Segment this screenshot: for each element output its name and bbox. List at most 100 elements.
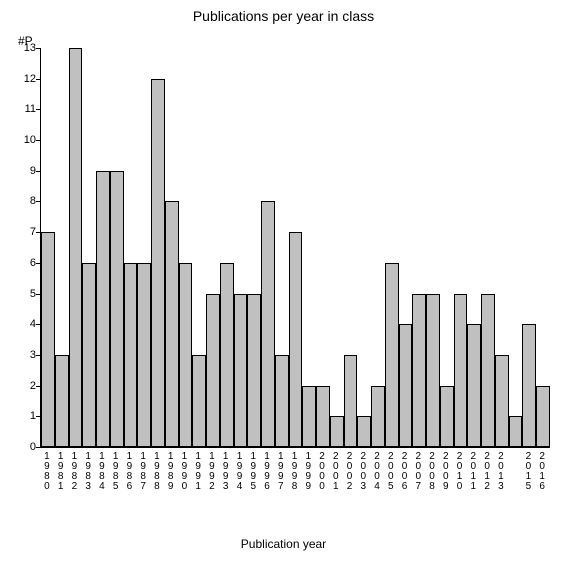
x-tick-label: 2007 — [413, 452, 423, 492]
x-tick-label: 1998 — [290, 452, 300, 492]
x-tick-label: 2002 — [345, 452, 355, 492]
y-tick-label: 4 — [0, 318, 36, 330]
bar — [179, 263, 193, 447]
bar — [357, 416, 371, 447]
y-tick-label: 12 — [0, 73, 36, 85]
x-tick-label: 1991 — [193, 452, 203, 492]
x-tick-label: 1999 — [303, 452, 313, 492]
x-tick-label: 1993 — [221, 452, 231, 492]
y-tick-mark — [36, 109, 40, 110]
y-tick-mark — [36, 355, 40, 356]
x-tick-label: 1997 — [276, 452, 286, 492]
bar — [467, 324, 481, 447]
y-tick-label: 8 — [0, 195, 36, 207]
x-tick-label: 2011 — [468, 452, 478, 492]
bar — [247, 294, 261, 447]
bar — [124, 263, 138, 447]
x-tick-label: 2003 — [358, 452, 368, 492]
x-tick-label: 2004 — [372, 452, 382, 492]
y-tick-label: 13 — [0, 42, 36, 54]
chart-container: Publications per year in class #P Public… — [0, 0, 567, 567]
x-tick-label: 2009 — [441, 452, 451, 492]
y-tick-label: 10 — [0, 134, 36, 146]
x-tick-label: 1981 — [56, 452, 66, 492]
x-tick-label: 1994 — [234, 452, 244, 492]
y-tick-label: 5 — [0, 288, 36, 300]
x-tick-label: 1985 — [111, 452, 121, 492]
y-tick-mark — [36, 386, 40, 387]
plot-area — [40, 48, 550, 448]
y-tick-mark — [36, 201, 40, 202]
y-tick-label: 6 — [0, 257, 36, 269]
bar — [137, 263, 151, 447]
bar — [495, 355, 509, 447]
bar — [481, 294, 495, 447]
bar — [385, 263, 399, 447]
x-tick-label: 1995 — [248, 452, 258, 492]
bar — [330, 416, 344, 447]
bar — [289, 232, 303, 447]
bar — [454, 294, 468, 447]
bar — [96, 171, 110, 447]
x-tick-label: 2012 — [482, 452, 492, 492]
bar — [165, 201, 179, 447]
x-tick-label: 1983 — [83, 452, 93, 492]
x-tick-label: 1989 — [166, 452, 176, 492]
bar — [344, 355, 358, 447]
y-tick-mark — [36, 48, 40, 49]
y-tick-mark — [36, 171, 40, 172]
x-tick-label: 2015 — [523, 452, 533, 492]
bar — [220, 263, 234, 447]
y-tick-label: 2 — [0, 380, 36, 392]
bar — [302, 386, 316, 447]
bar — [412, 294, 426, 447]
bar — [82, 263, 96, 447]
x-tick-label: 1987 — [138, 452, 148, 492]
y-tick-mark — [36, 263, 40, 264]
y-tick-label: 9 — [0, 165, 36, 177]
x-tick-label: 2000 — [317, 452, 327, 492]
bar — [522, 324, 536, 447]
bar — [69, 48, 83, 447]
bar — [536, 386, 550, 447]
bar — [509, 416, 523, 447]
bar — [440, 386, 454, 447]
y-tick-mark — [36, 416, 40, 417]
y-tick-mark — [36, 294, 40, 295]
x-tick-label: 2001 — [331, 452, 341, 492]
bar — [206, 294, 220, 447]
y-tick-mark — [36, 324, 40, 325]
y-tick-label: 0 — [0, 441, 36, 453]
x-tick-label: 2016 — [537, 452, 547, 492]
bar — [261, 201, 275, 447]
bar — [399, 324, 413, 447]
x-axis-label: Publication year — [0, 537, 567, 551]
bar — [110, 171, 124, 447]
x-tick-label: 1986 — [124, 452, 134, 492]
y-tick-mark — [36, 140, 40, 141]
x-tick-label: 1990 — [179, 452, 189, 492]
y-tick-label: 11 — [0, 103, 36, 115]
x-tick-label: 1996 — [262, 452, 272, 492]
y-tick-label: 3 — [0, 349, 36, 361]
x-tick-label: 2010 — [455, 452, 465, 492]
bar — [192, 355, 206, 447]
y-tick-label: 1 — [0, 410, 36, 422]
x-tick-label: 2005 — [386, 452, 396, 492]
bar — [426, 294, 440, 447]
bar — [371, 386, 385, 447]
x-tick-label: 1992 — [207, 452, 217, 492]
bar — [41, 232, 55, 447]
bar — [151, 79, 165, 447]
x-tick-label: 2013 — [496, 452, 506, 492]
bar — [316, 386, 330, 447]
y-tick-mark — [36, 79, 40, 80]
bar — [234, 294, 248, 447]
y-tick-label: 7 — [0, 226, 36, 238]
chart-title: Publications per year in class — [0, 8, 567, 24]
x-tick-label: 2006 — [400, 452, 410, 492]
bar — [275, 355, 289, 447]
x-tick-label: 1980 — [42, 452, 52, 492]
x-tick-label: 2008 — [427, 452, 437, 492]
bar — [55, 355, 69, 447]
